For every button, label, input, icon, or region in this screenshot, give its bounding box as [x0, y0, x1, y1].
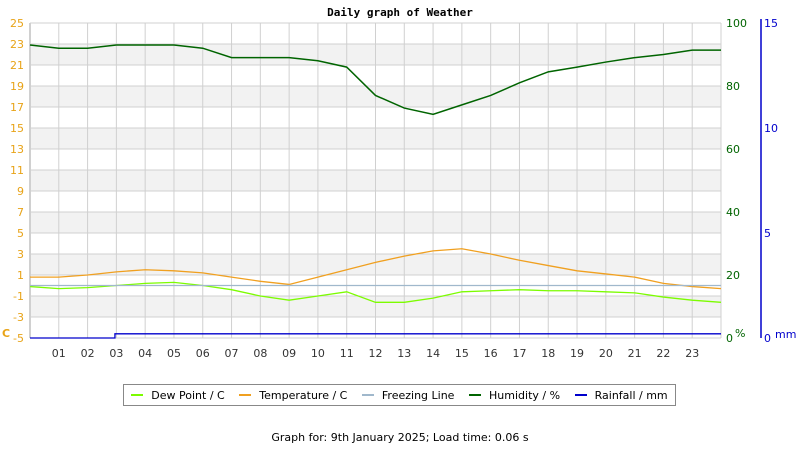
y-tick-label: 25: [10, 17, 24, 30]
rain-axis-unit: mm: [775, 328, 796, 341]
series-line-dew-point: [29, 281, 722, 303]
y-tick-label: 17: [10, 101, 24, 114]
x-tick-label: 21: [628, 347, 642, 360]
x-tick-label: 01: [52, 347, 66, 360]
legend-swatch-icon: [574, 394, 587, 396]
y-tick-label: 21: [10, 59, 24, 72]
y-tick-label: 13: [10, 143, 24, 156]
footer-status: Graph for: 9th January 2025; Load time: …: [271, 431, 529, 444]
x-tick-label: 12: [369, 347, 383, 360]
x-tick-label: 19: [570, 347, 584, 360]
legend-swatch-icon: [469, 394, 482, 396]
y-tick-label: 23: [10, 38, 24, 51]
x-tick-label: 08: [253, 347, 267, 360]
x-tick-label: 06: [196, 347, 210, 360]
series-line-temperature: [30, 248, 722, 290]
x-tick-label: 05: [167, 347, 181, 360]
legend-swatch-icon: [239, 394, 252, 396]
y-tick-label: 11: [10, 164, 24, 177]
y-tick-label: -3: [13, 311, 24, 324]
legend-label: Humidity / %: [489, 388, 561, 402]
y-tick-label: -5: [13, 332, 24, 345]
legend-item: Dew Point / C: [131, 388, 225, 402]
x-tick-label: 02: [81, 347, 95, 360]
legend-item: Temperature / C: [239, 389, 347, 402]
rain-tick-label: 10: [764, 122, 778, 135]
legend-item: Freezing Line: [361, 388, 455, 402]
y-tick-label: 9: [17, 185, 24, 198]
legend-label: Temperature / C: [259, 388, 348, 402]
legend: Dew Point / C Temperature / C Freezing Lin…: [123, 384, 676, 406]
x-tick-label: 03: [109, 347, 123, 360]
x-tick-label: 16: [484, 347, 498, 360]
y-tick-label: 1: [17, 269, 24, 282]
humidity-tick-label: 20: [726, 269, 740, 282]
rain-tick-label: 0: [764, 332, 771, 345]
legend-swatch-icon: [361, 394, 374, 396]
series-line-rainfall: [30, 333, 721, 339]
x-tick-label: 17: [512, 347, 526, 360]
y-tick-label: 3: [17, 248, 24, 261]
legend-item: Humidity / %: [469, 389, 560, 402]
humidity-tick-label: 60: [726, 143, 740, 156]
rain-tick-label: 5: [764, 227, 771, 240]
x-tick-label: 07: [225, 347, 239, 360]
humidity-tick-label: 0: [726, 332, 733, 345]
y-tick-label: -1: [13, 290, 24, 303]
legend-label: Dew Point / C: [151, 388, 225, 402]
y-tick-label: 15: [10, 122, 24, 135]
x-tick-label: 04: [138, 347, 152, 360]
humidity-tick-label: 80: [726, 80, 740, 93]
x-tick-label: 15: [455, 347, 469, 360]
y-tick-label: 7: [17, 206, 24, 219]
x-tick-label: 13: [397, 347, 411, 360]
y-tick-label: 19: [10, 80, 24, 93]
x-tick-label: 10: [311, 347, 325, 360]
x-tick-label: 23: [685, 347, 699, 360]
chart-title: Daily graph of Weather: [327, 6, 473, 19]
y-tick-label: 5: [17, 227, 24, 240]
x-tick-label: 18: [541, 347, 555, 360]
legend-label: Rainfall / mm: [594, 388, 668, 402]
legend-label: Freezing Line: [381, 388, 455, 402]
humidity-axis-unit: %: [735, 327, 745, 340]
x-tick-label: 22: [656, 347, 670, 360]
x-tick-label: 14: [426, 347, 440, 360]
x-tick-label: 20: [599, 347, 613, 360]
legend-swatch-icon: [131, 394, 144, 396]
x-tick-label: 11: [340, 347, 354, 360]
weather-chart: 252321191715131197531-1-3-5C100806040200…: [2, 17, 796, 360]
left-axis-unit: C: [2, 327, 10, 340]
humidity-tick-label: 100: [726, 17, 747, 30]
x-tick-label: 09: [282, 347, 296, 360]
rain-tick-label: 15: [764, 17, 778, 30]
series-line-humidity: [29, 44, 721, 116]
legend-item: Rainfall / mm: [574, 388, 668, 402]
humidity-tick-label: 40: [726, 206, 740, 219]
